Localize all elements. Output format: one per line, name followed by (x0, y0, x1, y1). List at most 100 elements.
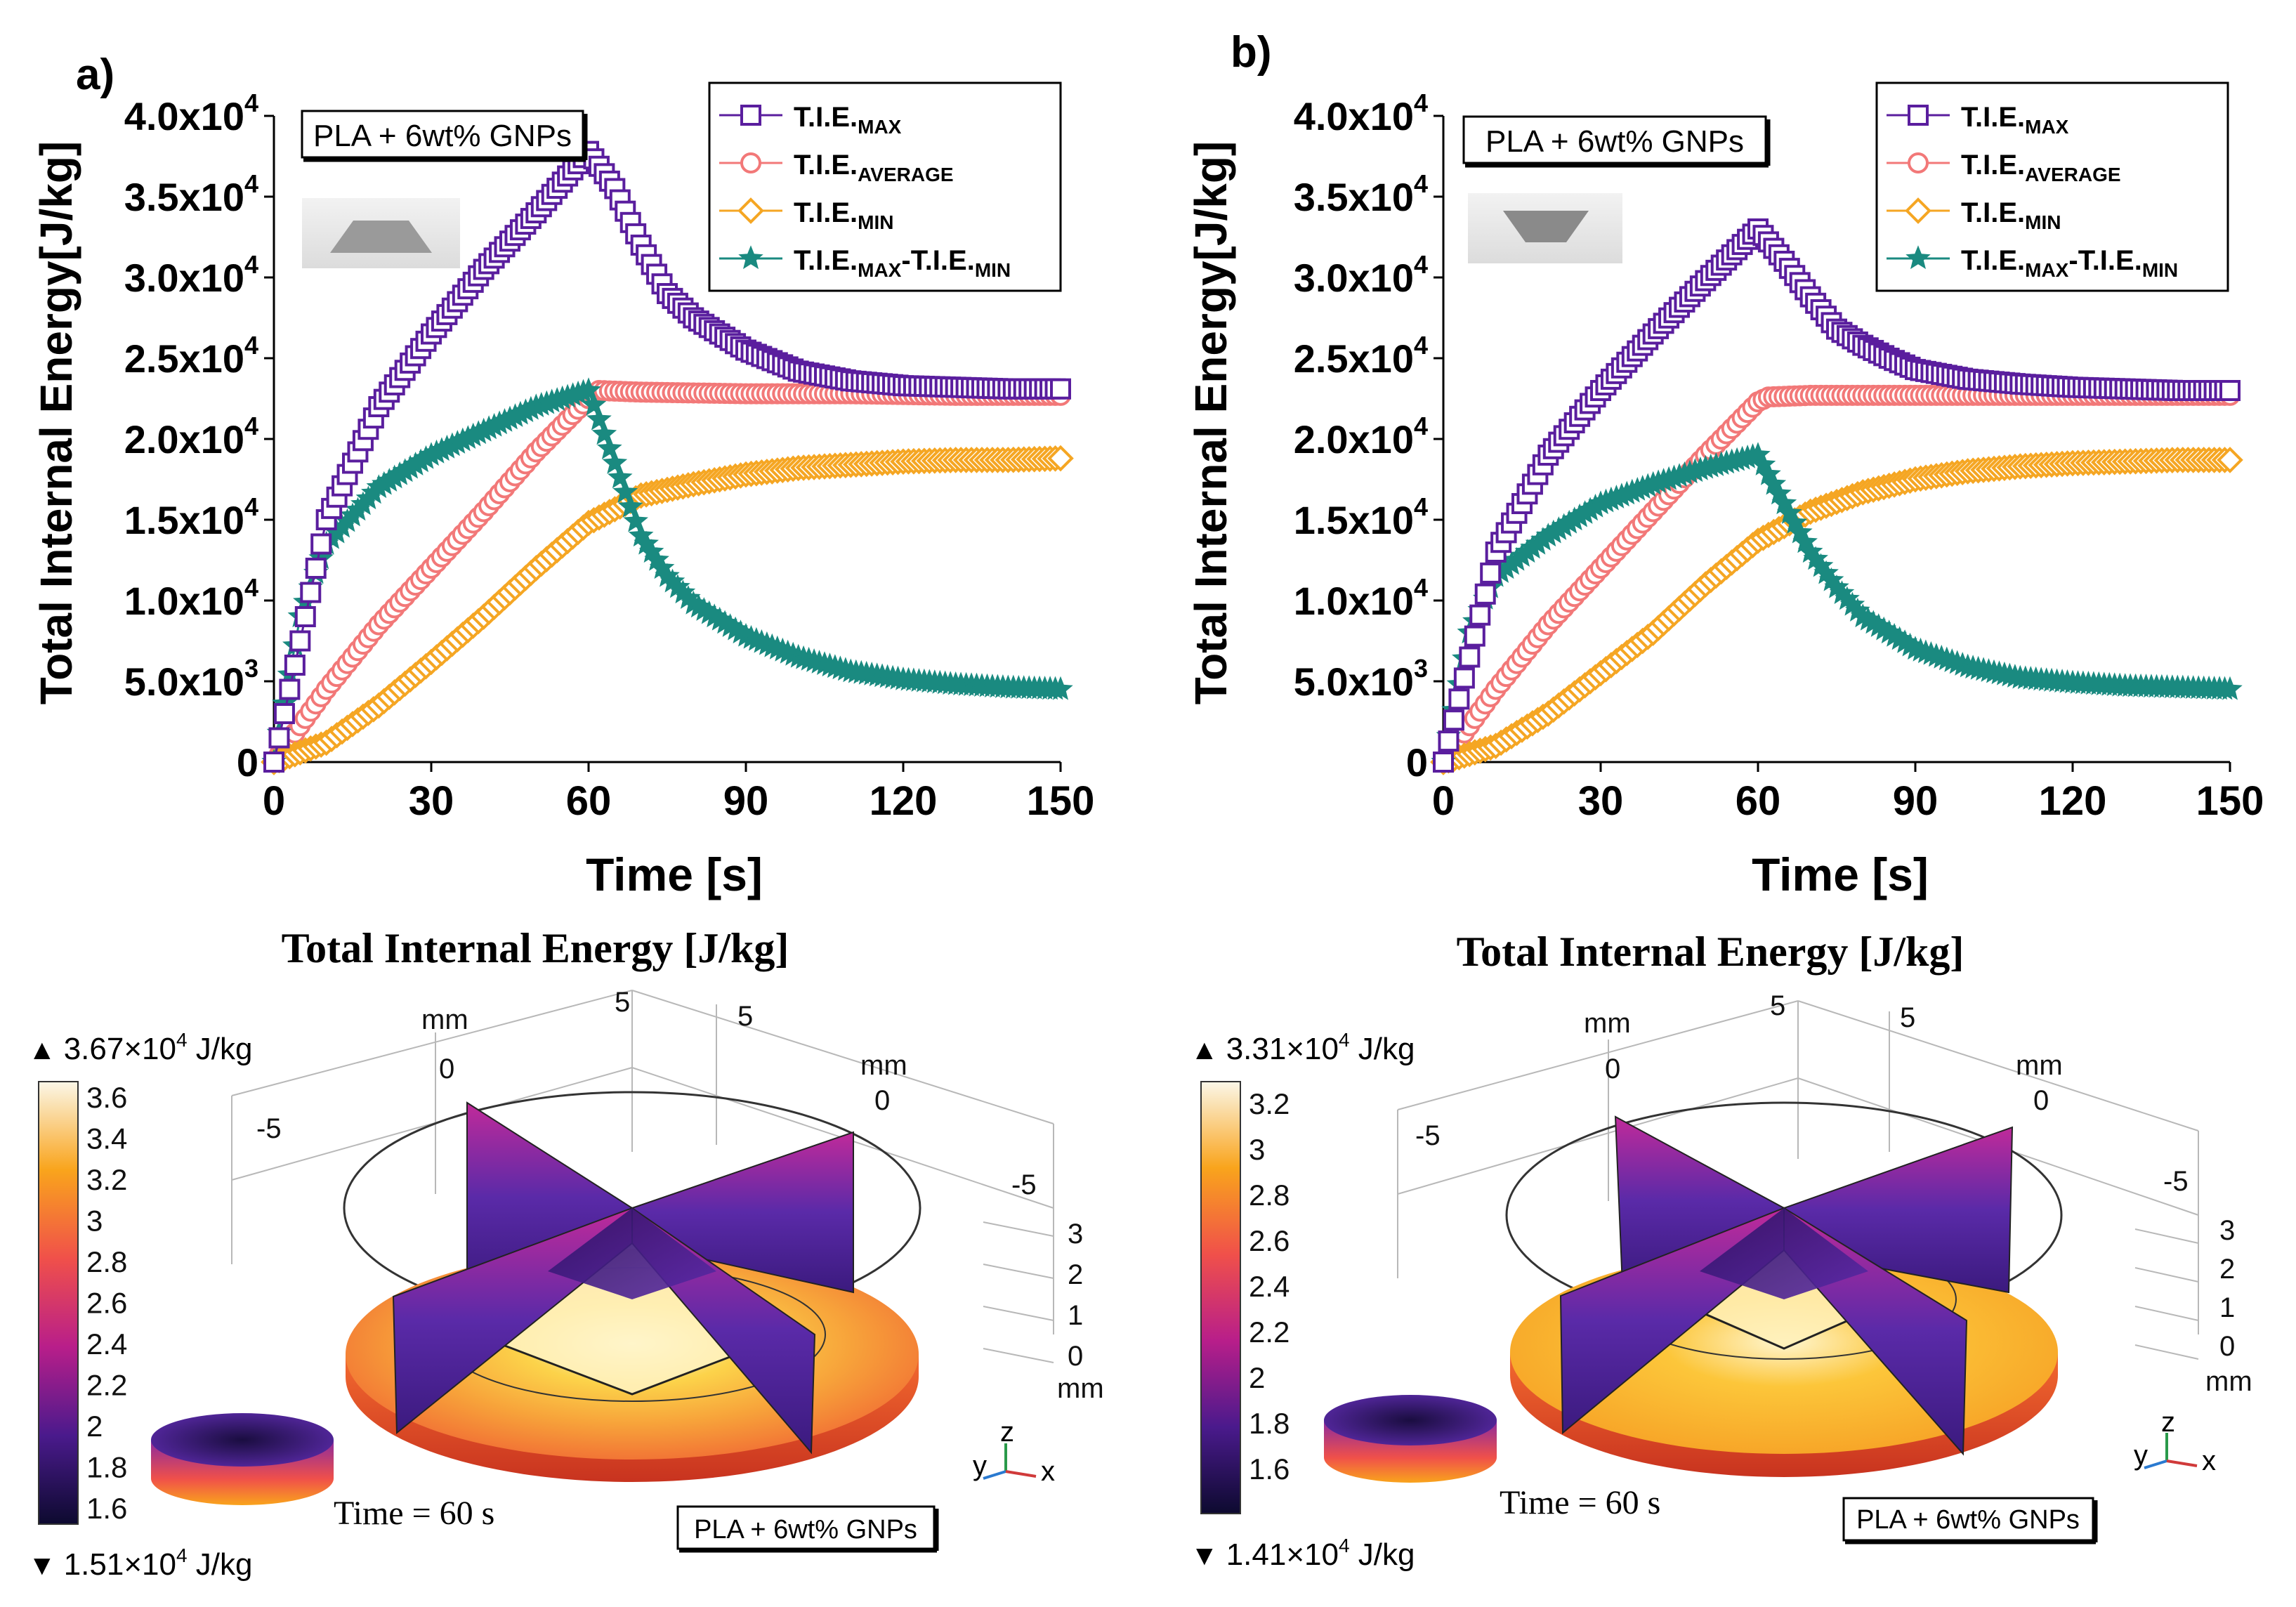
colorbar-tick-label: 2.2 (1249, 1316, 1290, 1349)
svg-text:5: 5 (737, 1001, 753, 1032)
data-point-max (1453, 667, 1475, 689)
colorbar-tick-label: 2.6 (86, 1287, 127, 1320)
legend-frame (708, 81, 1062, 292)
legend-label: T.I.E.MAX (1961, 102, 2069, 138)
y-tick-label: 2.0x104 (1294, 412, 1428, 461)
data-point-min (2217, 447, 2243, 473)
svg-text:3: 3 (1068, 1219, 1083, 1249)
y-tick-label: 2.5x104 (1294, 331, 1428, 381)
series-diff (1431, 442, 2243, 773)
svg-text:2: 2 (2219, 1254, 2235, 1285)
data-point-max (289, 630, 311, 652)
series-min (261, 445, 1074, 775)
axis-triad-b: y z x (2134, 1407, 2216, 1476)
y-tick-label: 4.0x104 (124, 88, 258, 138)
data-point-diff (576, 377, 601, 402)
legend-swatch-marker (1905, 197, 1931, 224)
y-tick-label: 2.0x104 (124, 412, 258, 461)
legend-item-diff: T.I.E.MAX-T.I.E.MIN (1887, 245, 2178, 281)
legend-label: T.I.E.AVERAGE (1961, 150, 2121, 185)
colorbar-tick-label: 3.2 (86, 1163, 127, 1196)
data-point-diff (1787, 519, 1813, 544)
series-max (263, 140, 1071, 773)
svg-text:0: 0 (874, 1085, 890, 1116)
legend-swatch-marker (738, 245, 763, 270)
3d-grid-b (1397, 1000, 2199, 1360)
colorbar-b: ▲ 3.31×104 J/kg 3.232.82.62.42.221.81.6 … (1190, 1029, 1415, 1572)
x-tick-label: 120 (2039, 778, 2107, 824)
data-point-max (273, 703, 295, 724)
svg-text:1: 1 (1068, 1300, 1083, 1331)
y-tick-label: 3.0x104 (1294, 250, 1428, 300)
data-point-diff (1792, 529, 1818, 553)
data-point-diff (1756, 461, 1781, 485)
svg-text:0: 0 (1605, 1054, 1620, 1084)
plot-area-b: 0 30 60 90 120 150 0 5.0x103 1.0x104 1.5x104 2.0x1… (1294, 88, 2264, 824)
legend-swatch-marker (1908, 105, 1929, 126)
time-label-a: Time = 60 s (334, 1495, 494, 1532)
data-point-min (1047, 445, 1074, 472)
data-point-diff (1761, 471, 1787, 495)
sim-annotation-text-a: PLA + 6wt% GNPs (694, 1515, 917, 1544)
sim-title-a: Total Internal Energy [J/kg] (282, 925, 789, 971)
series-min (1430, 447, 2243, 775)
x-tick-label: 150 (2196, 778, 2264, 824)
y-tick-label: 4.0x104 (1294, 88, 1428, 138)
panel-label-a: a) (76, 51, 114, 99)
colorbar-gradient-a (38, 1081, 79, 1525)
svg-text:-5: -5 (256, 1113, 282, 1144)
axis-labels-b: mm 0 5 5 mm 0 -5 -5 3 2 1 0 mm (1415, 990, 2252, 1397)
simulation-a: Total Internal Energy [J/kg] ▲ 3.67×104 … (28, 925, 1104, 1582)
colorbar-tick-label: 3.6 (86, 1081, 127, 1114)
colorbar-ticks-b: 3.2 3 2.8 2.6 2.4 2.2 2 1.8 1.6 (1249, 1087, 1290, 1485)
svg-text:5: 5 (615, 987, 630, 1018)
data-point-max (305, 558, 327, 579)
y-axis-label-a: Total Internal Energy[J/kg] (31, 141, 81, 705)
data-point-max (284, 655, 306, 676)
y-tick-label: 1.5x104 (1294, 492, 1428, 542)
svg-text:2: 2 (1068, 1259, 1083, 1290)
sim-annotation-box-a: PLA + 6wt% GNPs (676, 1505, 939, 1553)
data-point-diff (623, 508, 648, 532)
inset-icon-b (1468, 193, 1622, 263)
data-point-max (1464, 625, 1485, 647)
legend-item-min: T.I.E.MIN (1887, 197, 2061, 233)
legend-swatch-marker (740, 152, 761, 173)
colorbar-tick-label: 2.8 (1249, 1179, 1290, 1212)
x-tick-label: 60 (1736, 778, 1781, 824)
colorbar-tick-label: 1.8 (86, 1451, 127, 1484)
x-tick-label: 90 (1893, 778, 1939, 824)
colorbar-tick-label: 2 (86, 1410, 103, 1443)
colorbar-max-label-b: ▲ 3.31×104 J/kg (1190, 1029, 1415, 1066)
legend-a: T.I.E.MAX T.I.E.AVERAGE T.I.E.MIN T.I.E.MAX… (708, 81, 1062, 292)
x-tick-label: 30 (1578, 778, 1624, 824)
data-point-diff (586, 406, 612, 431)
x-tick-label: 90 (723, 778, 769, 824)
legend-item-max: T.I.E.MAX (719, 102, 902, 138)
svg-text:mm: mm (2205, 1366, 2252, 1397)
svg-text:3: 3 (2219, 1215, 2235, 1246)
svg-text:-5: -5 (1011, 1169, 1037, 1200)
data-point-max (310, 533, 332, 555)
data-point-max (1480, 562, 1502, 584)
colorbar-tick-label: 2 (1249, 1361, 1265, 1394)
svg-text:mm: mm (1057, 1373, 1104, 1404)
data-point-diff (1782, 509, 1808, 534)
data-point-max (1050, 378, 1071, 400)
colorbar-tick-label: 2.4 (86, 1327, 127, 1360)
data-point-max (625, 223, 647, 244)
y-tick-label: 0 (1406, 740, 1428, 785)
axis-labels-a: mm 0 5 5 mm 0 -5 -5 3 2 1 0 mm (256, 987, 1104, 1404)
data-point-diff (1048, 676, 1073, 700)
legend-label: T.I.E.AVERAGE (794, 150, 954, 185)
y-tick-label: 5.0x103 (124, 654, 258, 704)
part-render-a (346, 1101, 919, 1482)
svg-text:x: x (2202, 1445, 2216, 1476)
y-axis-label-b: Total Internal Energy[J/kg] (1186, 141, 1236, 705)
legend-swatch-marker (740, 105, 761, 126)
y-tick-label: 1.0x104 (1294, 573, 1428, 623)
svg-text:y: y (2134, 1440, 2148, 1471)
svg-text:-5: -5 (1415, 1120, 1441, 1151)
legend-swatch-marker (1908, 152, 1929, 173)
legend-item-average: T.I.E.AVERAGE (719, 150, 954, 185)
